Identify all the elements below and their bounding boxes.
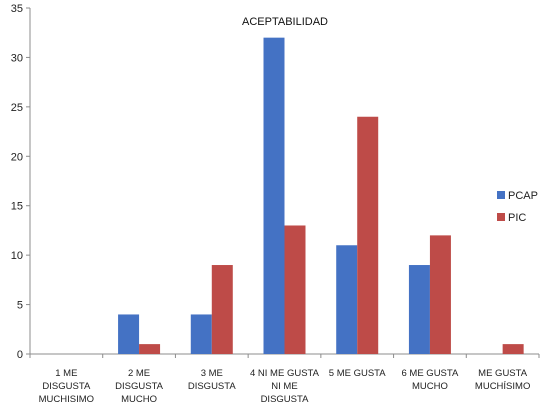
bars [118, 37, 524, 355]
bar-pic-7 [502, 344, 524, 354]
category-label: 6 ME GUSTA [402, 368, 459, 379]
bar-pcap-6 [408, 265, 430, 354]
bar-pcap-3 [190, 314, 212, 354]
y-tick-label: 0 [17, 349, 23, 361]
bar-pcap-5 [336, 245, 358, 354]
bar-pic-2 [139, 344, 161, 354]
y-tick-label: 10 [11, 250, 23, 262]
labels: 1 ME DISGUSTA MUCHISIMO 2 ME DISGUSTA MUCHO 3 … [39, 368, 531, 405]
y-tick-label: 5 [17, 300, 23, 312]
y-tick-label: 25 [11, 102, 23, 114]
bar-pcap-2 [118, 314, 140, 354]
category-label: DISGUSTA [42, 381, 91, 392]
category-label: DISGUSTA [115, 381, 164, 392]
y-tick-label: 15 [11, 201, 23, 213]
bar-pic-6 [429, 235, 451, 354]
y-tick-label: 20 [11, 151, 23, 163]
legend-label-pcap: PCAP [508, 190, 538, 202]
category-label: DISGUSTA [261, 394, 310, 405]
y-tick-label: 30 [11, 52, 23, 64]
bar-pic-4 [284, 225, 306, 354]
category-label: 2 ME [128, 368, 150, 379]
bar-pic-3 [211, 265, 233, 354]
legend-label-pic: PIC [508, 212, 526, 224]
category-label: DISGUSTA [188, 381, 237, 392]
chart-title: ACEPTABILIDAD [242, 16, 328, 28]
legend: PCAP PIC [497, 190, 538, 224]
category-label: 4 NI ME GUSTA [250, 368, 320, 379]
bar-pic-5 [357, 116, 379, 354]
category-label: MUCHO [121, 394, 157, 405]
category-label: MUCHO [412, 381, 448, 392]
bar-pcap-4 [263, 37, 285, 355]
y-tick-label: 35 [11, 3, 23, 15]
legend-swatch-pic [497, 213, 505, 221]
category-label: NI ME [271, 381, 297, 392]
category-label: MUCHISIMO [39, 394, 94, 405]
axes: 0 5 10 15 20 25 30 35 [11, 3, 540, 361]
legend-swatch-pcap [497, 191, 505, 199]
category-label: 3 ME [201, 368, 223, 379]
category-label: 1 ME [55, 368, 77, 379]
category-label: 5 ME GUSTA [329, 368, 386, 379]
category-label: MUCHÍSIMO [475, 381, 530, 392]
category-label: ME GUSTA [478, 368, 528, 379]
